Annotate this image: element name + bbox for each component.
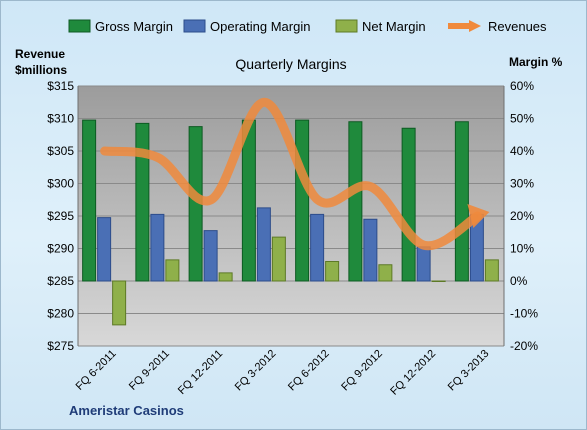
revenue-point xyxy=(157,157,159,159)
bar-net-margin xyxy=(218,272,233,282)
revenues-line xyxy=(100,97,482,251)
revenue-point xyxy=(263,101,265,103)
left-tick-label: $280 xyxy=(47,307,74,321)
bar-operating-margin xyxy=(363,218,378,282)
revenue-point xyxy=(423,244,425,246)
chart-title: Quarterly Margins xyxy=(235,56,346,72)
category-label: FQ 9-2011 xyxy=(127,348,172,393)
bar-operating-margin xyxy=(310,213,325,282)
bar-net-margin xyxy=(431,280,446,282)
right-axis-title: Margin % xyxy=(509,55,563,69)
category-label: FQ 6-2012 xyxy=(286,348,332,394)
right-tick-label: 40% xyxy=(510,144,534,158)
revenue-point xyxy=(104,150,106,152)
right-tick-label: 0% xyxy=(510,274,528,288)
axis-ticks: $275 -20% $280 -10% $285 0% $290 10% $295 20% $300… xyxy=(47,79,538,353)
left-tick-label: $285 xyxy=(47,274,74,288)
bar-gross-margin xyxy=(135,122,150,282)
left-tick-label: $290 xyxy=(47,242,74,256)
category-label: FQ 12-2012 xyxy=(388,348,438,398)
legend-swatch-operating-margin xyxy=(183,19,206,33)
left-tick-label: $295 xyxy=(47,209,74,223)
revenue-point xyxy=(210,199,212,201)
left-tick-label: $275 xyxy=(47,339,74,353)
bar-gross-margin xyxy=(348,121,363,282)
category-label: FQ 3-2012 xyxy=(233,348,279,394)
right-tick-label: 50% xyxy=(510,112,534,126)
left-tick-label: $305 xyxy=(47,144,74,158)
legend-swatch-net-margin xyxy=(335,19,358,33)
bar-gross-margin xyxy=(241,119,256,282)
bar-gross-margin xyxy=(295,119,310,282)
bar-net-margin xyxy=(271,236,286,282)
legend-label-net-margin: Net Margin xyxy=(362,19,426,34)
left-axis-title-line2: $millions xyxy=(15,63,67,77)
bar-net-margin xyxy=(165,259,180,282)
bar-net-margin xyxy=(378,264,393,282)
left-tick-label: $315 xyxy=(47,79,74,93)
bar-gross-margin xyxy=(82,119,97,282)
category-label: FQ 9-2012 xyxy=(339,348,385,394)
bar-gross-margin xyxy=(401,127,416,282)
right-tick-label: 10% xyxy=(510,242,534,256)
legend-label-gross-margin: Gross Margin xyxy=(95,19,173,34)
bar-net-margin xyxy=(484,259,499,282)
bar-operating-margin xyxy=(97,217,112,282)
bar-operating-margin xyxy=(256,207,271,282)
legend-label-revenues: Revenues xyxy=(488,19,547,34)
company-name: Ameristar Casinos xyxy=(69,403,184,418)
category-label: FQ 6-2011 xyxy=(74,348,119,393)
bar-operating-margin xyxy=(150,213,165,282)
category-label: FQ 12-2011 xyxy=(176,348,225,397)
right-tick-label: 20% xyxy=(510,209,534,223)
left-axis-title-line1: Revenue xyxy=(15,47,65,61)
category-label: FQ 3-2013 xyxy=(446,348,492,394)
bar-net-margin xyxy=(112,280,127,326)
legend-swatch-gross-margin xyxy=(68,19,91,33)
legend: Gross Margin Operating Margin Net Margin… xyxy=(68,19,547,34)
bar-net-margin xyxy=(325,261,340,282)
revenue-point xyxy=(317,199,319,201)
category-labels: FQ 6-2011 FQ 9-2011 FQ 12-2011 FQ 3-2012 FQ … xyxy=(74,348,492,398)
left-tick-label: $300 xyxy=(47,177,74,191)
revenues-arrowhead xyxy=(467,204,490,228)
legend-arrow-revenues xyxy=(469,20,481,32)
right-tick-label: -20% xyxy=(510,339,538,353)
revenue-line-layer xyxy=(100,97,490,251)
bar-gross-margin xyxy=(454,121,469,282)
bars xyxy=(82,119,499,326)
revenue-point xyxy=(370,186,372,188)
legend-label-operating-margin: Operating Margin xyxy=(210,19,310,34)
right-tick-label: -10% xyxy=(510,307,538,321)
left-tick-label: $310 xyxy=(47,112,74,126)
revenue-point xyxy=(476,215,478,217)
right-tick-label: 60% xyxy=(510,79,534,93)
right-tick-label: 30% xyxy=(510,177,534,191)
bar-operating-margin xyxy=(203,230,218,282)
bar-operating-margin xyxy=(416,246,431,282)
